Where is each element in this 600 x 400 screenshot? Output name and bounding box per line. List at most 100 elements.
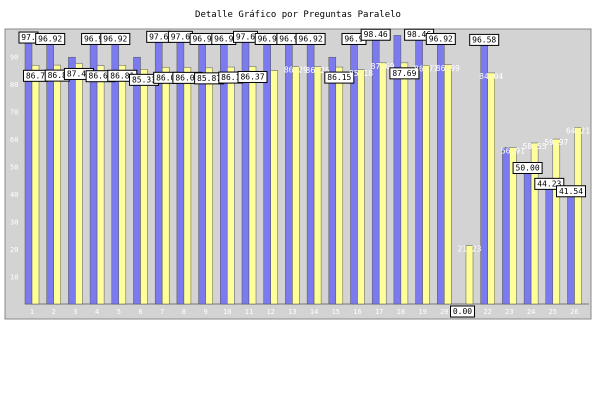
x-tick-label: 10 bbox=[223, 308, 231, 316]
x-tick-label: 20 bbox=[440, 308, 448, 316]
data-label-series-1: 96.9 bbox=[279, 34, 298, 43]
data-label-series-2: 87.47 bbox=[67, 69, 91, 78]
bar-series-2 bbox=[530, 142, 539, 305]
data-label-series-1: 41.54 bbox=[559, 187, 583, 196]
data-label-series-1: 97.6 bbox=[171, 32, 190, 41]
bar-series-1 bbox=[306, 37, 315, 305]
bar-series-2 bbox=[183, 67, 192, 305]
bar-series-2 bbox=[248, 66, 257, 305]
data-label-series-2: 85.18 bbox=[349, 69, 373, 78]
data-label-series-1: 0.00 bbox=[453, 307, 472, 316]
chart-title: Detalle Gráfico por Preguntas Paralelo bbox=[195, 10, 401, 20]
data-label-series-1: 96.92 bbox=[103, 34, 127, 43]
bar-series-2 bbox=[227, 66, 235, 305]
bar-series-1 bbox=[523, 166, 532, 305]
x-tick-label: 26 bbox=[570, 308, 578, 316]
data-label-series-1: 98.46 bbox=[364, 30, 388, 39]
x-tick-label: 4 bbox=[95, 308, 99, 316]
data-label-series-2: 59.97 bbox=[544, 138, 568, 147]
y-tick-label: 10 bbox=[10, 274, 18, 282]
bar-series-2 bbox=[96, 65, 105, 305]
y-tick-label: 60 bbox=[10, 136, 18, 144]
bar-series-2 bbox=[465, 245, 474, 305]
bar-series-1 bbox=[68, 56, 76, 305]
bar-series-2 bbox=[140, 69, 148, 305]
data-label-series-1: 96.9 bbox=[84, 34, 103, 43]
y-tick-label: 30 bbox=[10, 219, 18, 227]
x-tick-label: 3 bbox=[73, 308, 77, 316]
data-label-series-2-box bbox=[237, 70, 268, 83]
data-label-series-2: 86.99 bbox=[436, 64, 460, 73]
bar-series-1 bbox=[437, 37, 445, 305]
data-label-series-1-box bbox=[450, 305, 475, 318]
data-label-series-1-box bbox=[100, 32, 131, 45]
x-tick-label: 14 bbox=[310, 308, 318, 316]
data-label-series-1-box bbox=[556, 185, 586, 198]
data-label-series-2: 85.33 bbox=[132, 75, 156, 84]
x-tick-label: 1 bbox=[30, 308, 34, 316]
bar-series-2 bbox=[53, 64, 61, 305]
bar-series-1 bbox=[285, 37, 293, 305]
data-label-series-2: 86.0 bbox=[156, 73, 175, 82]
data-label-series-2: 56.91 bbox=[501, 146, 525, 155]
data-label-series-1: 97.6 bbox=[236, 32, 255, 41]
data-label-series-1: 96.9 bbox=[258, 34, 277, 43]
bar-series-2 bbox=[444, 64, 452, 305]
data-label-series-2: 86.65 bbox=[89, 72, 113, 81]
data-label-series-2-box bbox=[389, 67, 420, 80]
x-tick-label: 15 bbox=[332, 308, 340, 316]
x-tick-label: 2 bbox=[52, 308, 56, 316]
bar-series-2 bbox=[118, 65, 127, 305]
x-tick-label: 17 bbox=[375, 308, 383, 316]
data-label-series-1: 97.6 bbox=[149, 32, 168, 41]
bar-series-2 bbox=[335, 66, 344, 305]
x-tick-label: 25 bbox=[549, 308, 557, 316]
data-label-series-1: 96.9 bbox=[214, 34, 233, 43]
bar-series-2 bbox=[270, 70, 278, 305]
bar-series-2 bbox=[357, 69, 365, 305]
data-label-series-1-box bbox=[469, 33, 500, 46]
data-label-series-2: 86.05 bbox=[175, 73, 199, 82]
y-tick-label: 70 bbox=[10, 109, 18, 117]
bars-group bbox=[24, 32, 582, 305]
data-label-series-1: 96.92 bbox=[299, 34, 323, 43]
bar-series-2 bbox=[378, 62, 387, 305]
bar-series-2 bbox=[205, 67, 213, 305]
data-label-series-1: 50.00 bbox=[516, 164, 540, 173]
data-label-series-1: 97. bbox=[21, 33, 35, 42]
x-tick-label: 5 bbox=[117, 308, 121, 316]
bar-series-1 bbox=[545, 182, 554, 305]
bar-series-2 bbox=[552, 138, 561, 305]
data-label-series-1: 96.9 bbox=[192, 34, 211, 43]
data-label-series-2: 86.29 bbox=[284, 66, 308, 75]
data-label-series-2: 86.1 bbox=[221, 73, 240, 82]
data-label-series-2: 86.77 bbox=[414, 64, 438, 73]
data-label-series-2: 86.81 bbox=[110, 71, 134, 80]
bar-series-2 bbox=[75, 63, 83, 305]
data-label-series-1-box bbox=[360, 28, 391, 41]
data-label-series-2: 21.23 bbox=[457, 245, 481, 254]
x-tick-label: 19 bbox=[418, 308, 426, 316]
x-tick-label: 6 bbox=[138, 308, 142, 316]
bar-series-1 bbox=[328, 56, 337, 305]
bar-series-2 bbox=[400, 62, 409, 305]
x-tick-label: 23 bbox=[505, 308, 513, 316]
data-label-series-2: 64.21 bbox=[566, 126, 590, 135]
bar-series-2 bbox=[574, 127, 582, 305]
bar-series-1 bbox=[133, 56, 141, 305]
bar-series-2 bbox=[487, 72, 495, 305]
data-label-series-1-box bbox=[35, 32, 66, 45]
bar-series-2 bbox=[31, 65, 40, 305]
y-tick-label: 50 bbox=[10, 164, 18, 172]
data-label-series-2: 86.37 bbox=[240, 72, 264, 81]
y-tick-label: 20 bbox=[10, 246, 18, 254]
x-tick-label: 13 bbox=[288, 308, 296, 316]
data-label-series-1: 98.46 bbox=[407, 30, 431, 39]
data-label-series-1-box bbox=[295, 32, 326, 45]
bar-series-2 bbox=[292, 66, 300, 305]
data-label-series-1: 44.23 bbox=[537, 179, 561, 188]
data-label-series-2: 58.55 bbox=[523, 142, 547, 151]
bar-series-2 bbox=[313, 66, 322, 305]
y-tick-label: 40 bbox=[10, 191, 18, 199]
